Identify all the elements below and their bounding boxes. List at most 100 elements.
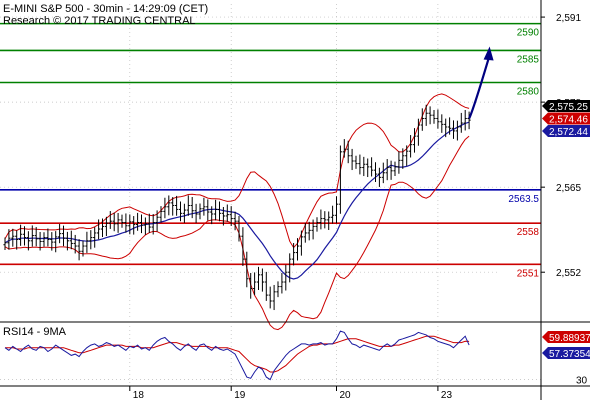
price-bar — [401, 148, 405, 169]
level-label: 2580 — [517, 87, 540, 98]
price-bar — [73, 234, 77, 254]
price-tag-price: 2,575.25 — [549, 102, 588, 113]
price-bar — [288, 253, 292, 283]
price-bar — [143, 217, 147, 235]
rsi-layer — [4, 330, 470, 381]
price-bar — [97, 219, 101, 240]
price-bar — [182, 203, 186, 223]
price-bar — [420, 108, 424, 131]
price-bar — [342, 139, 346, 158]
price-bar — [93, 227, 97, 248]
price-bar — [61, 225, 66, 247]
price-bar — [299, 230, 303, 256]
price-bar — [409, 135, 413, 158]
price-bar — [65, 231, 69, 251]
price-bar — [358, 154, 362, 175]
level-label: 2590 — [517, 28, 540, 39]
price-bar — [463, 109, 467, 131]
price-bar — [46, 228, 50, 247]
price-bar — [155, 210, 159, 232]
y-tick-label: 2,591 — [556, 13, 581, 24]
price-bar — [19, 224, 23, 246]
price-bar — [362, 156, 366, 177]
head-layer: E-MINI S&P 500 - 30min - 14:29:09 (CET) … — [3, 3, 208, 338]
price-bar — [292, 242, 296, 266]
price-bar — [381, 162, 385, 184]
price-bar — [89, 230, 93, 250]
price-bar — [467, 111, 471, 130]
price-bar — [436, 109, 440, 129]
price-bar — [190, 196, 194, 219]
price-bar — [393, 161, 397, 177]
price-bar — [108, 211, 112, 229]
price-bar — [327, 211, 331, 231]
price-bar — [338, 145, 342, 214]
price-bar — [132, 216, 136, 235]
price-bar — [303, 222, 307, 243]
rsi-line — [4, 330, 470, 381]
price-bar — [38, 231, 42, 251]
price-bar — [233, 211, 237, 231]
price-bar — [237, 215, 241, 242]
price-bar — [245, 251, 249, 288]
level-label: 2558 — [517, 227, 540, 238]
price-bar — [69, 230, 73, 250]
price-bar — [253, 272, 257, 295]
x-tick-label: 23 — [441, 390, 453, 400]
price-bar — [30, 225, 34, 247]
rsi-tag-rsi_ma: 59.88937 — [549, 333, 590, 344]
price-bar — [284, 264, 288, 291]
level-layer: 2590 2585 2580 2563.5 2558 2551 — [0, 22, 541, 279]
price-bar — [50, 232, 54, 251]
price-bar — [346, 140, 350, 164]
level-label: 2563.5 — [508, 194, 539, 205]
price-bar — [139, 214, 144, 234]
price-bar — [178, 201, 183, 222]
price-bar — [412, 128, 417, 153]
price-tag-bollinger-bg — [542, 112, 590, 125]
y-tick-label: 2,565 — [556, 183, 581, 194]
price-bar — [217, 201, 222, 222]
price-bar — [455, 120, 459, 141]
price-bar — [280, 272, 284, 294]
price-bar — [3, 237, 7, 250]
price-bar — [424, 104, 428, 126]
price-bar — [405, 145, 409, 166]
price-bar — [256, 266, 261, 290]
price-bar — [385, 159, 389, 181]
price-bar — [221, 207, 225, 226]
price-bar — [159, 206, 163, 223]
price-bar — [104, 216, 108, 237]
rsi-tag-rsi_ma-bg — [542, 331, 590, 343]
level-label-bg — [498, 191, 540, 204]
price-bar — [214, 199, 218, 221]
level-label-bg — [498, 25, 540, 38]
price-tag-bollinger: 2,574.46 — [549, 115, 588, 126]
x-tick-label: 18 — [133, 390, 145, 400]
x-tick-label: 19 — [234, 390, 246, 400]
rsi-title: RSI14 - 9MA — [3, 326, 67, 338]
bar-layer — [3, 46, 494, 311]
price-bar — [350, 148, 354, 171]
price-bar — [120, 214, 124, 228]
price-bar — [206, 199, 210, 221]
price-bar — [260, 268, 264, 292]
price-bar — [334, 196, 339, 224]
price-bar — [444, 118, 448, 138]
forecast-arrow-head — [483, 46, 494, 61]
price-bar — [151, 213, 155, 235]
price-bar — [116, 213, 120, 233]
price-bar — [451, 120, 456, 139]
level-label-bg — [498, 266, 540, 279]
rsi-tag-rsi: 57.37354 — [549, 349, 590, 360]
price-bar — [366, 158, 370, 178]
price-bar — [77, 239, 81, 261]
price-bar — [128, 214, 132, 235]
price-bar — [319, 209, 323, 230]
chart-subtitle: Research © 2017 TRADING CENTRAL — [3, 15, 196, 27]
bollinger-upper — [4, 93, 470, 249]
price-bar — [225, 204, 229, 222]
